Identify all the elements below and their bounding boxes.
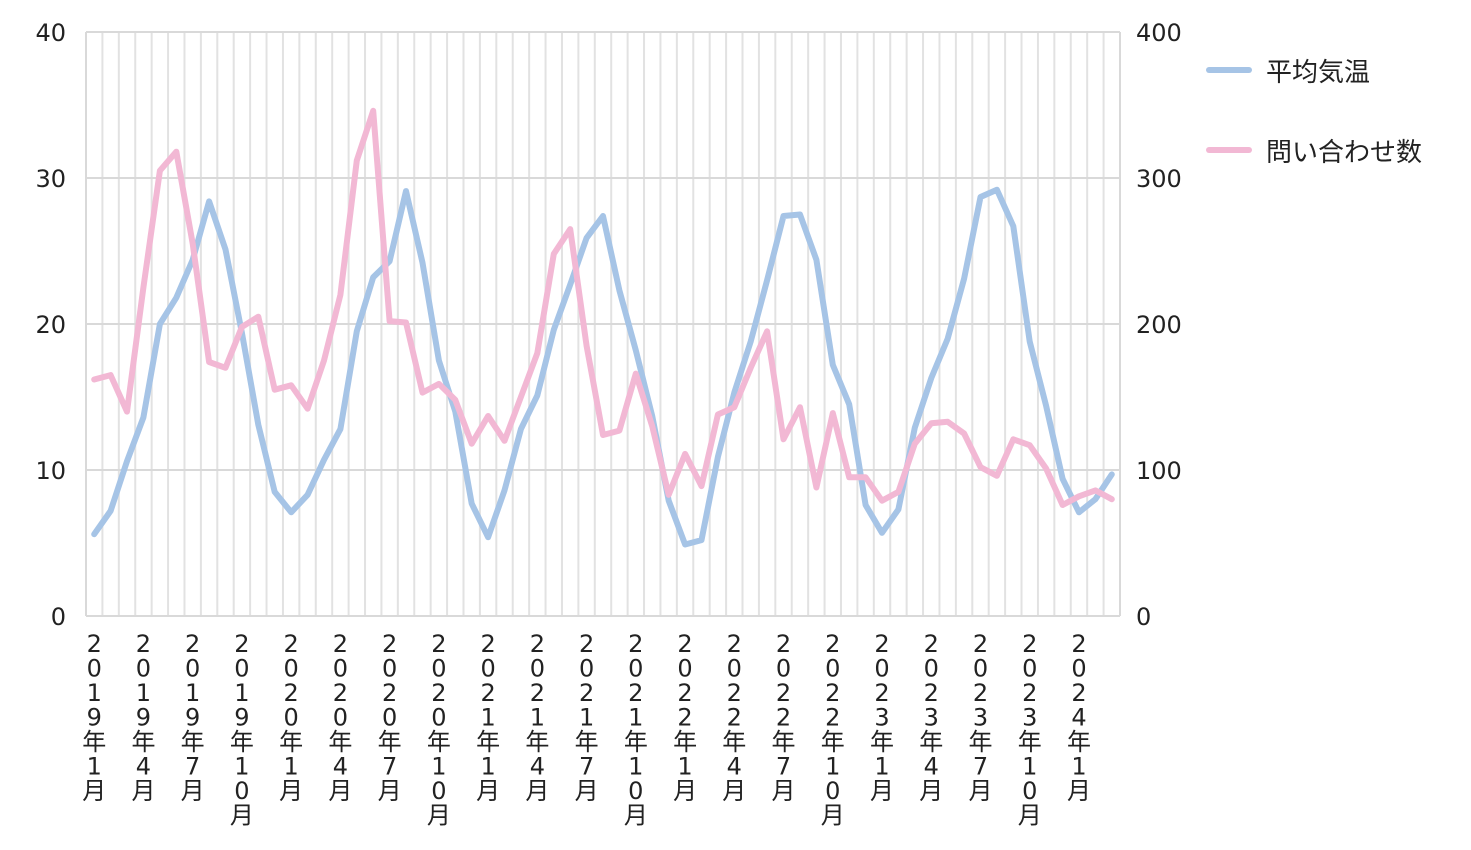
right-y-axis-ticks: 0 100 200 300 400 — [1136, 19, 1182, 631]
legend: 平均気温 問い合わせ数 — [1206, 52, 1422, 212]
legend-label-temperature: 平均気温 — [1266, 57, 1371, 88]
legend-item-temperature: 平均気温 — [1206, 52, 1422, 88]
y-right-tick-label: 100 — [1136, 457, 1182, 485]
y-right-tick-label: 0 — [1136, 603, 1151, 631]
y-left-tick-label: 0 — [51, 603, 66, 631]
legend-swatch-temperature — [1206, 67, 1252, 73]
y-right-tick-label: 400 — [1136, 19, 1182, 47]
series-lines — [91, 107, 1115, 548]
y-right-tick-label: 200 — [1136, 311, 1182, 339]
series-line-temperature — [91, 186, 1115, 548]
legend-swatch-inquiries — [1206, 147, 1252, 153]
axes — [85, 32, 1121, 617]
y-right-tick-label: 300 — [1136, 165, 1182, 193]
y-left-tick-label: 10 — [35, 457, 66, 485]
series-line-inquiries — [91, 107, 1115, 508]
y-left-tick-label: 30 — [35, 165, 66, 193]
left-y-axis-ticks: 0 10 20 30 40 — [35, 19, 66, 631]
y-left-tick-label: 20 — [35, 311, 66, 339]
x-axis-tick-labels: 2 0 1 9 年 1 月 2 0 1 9 年 4 月 2 0 1 9 年 7 月 2 0 1 9 年 1 0 月 2 0 2 0 年 1 月 2 0 2 0… — [82, 630, 1091, 830]
horizontal-gridlines — [86, 31, 1120, 471]
legend-item-inquiries: 問い合わせ数 — [1206, 132, 1422, 168]
y-left-tick-label: 40 — [35, 19, 66, 47]
legend-label-inquiries: 問い合わせ数 — [1266, 137, 1423, 168]
